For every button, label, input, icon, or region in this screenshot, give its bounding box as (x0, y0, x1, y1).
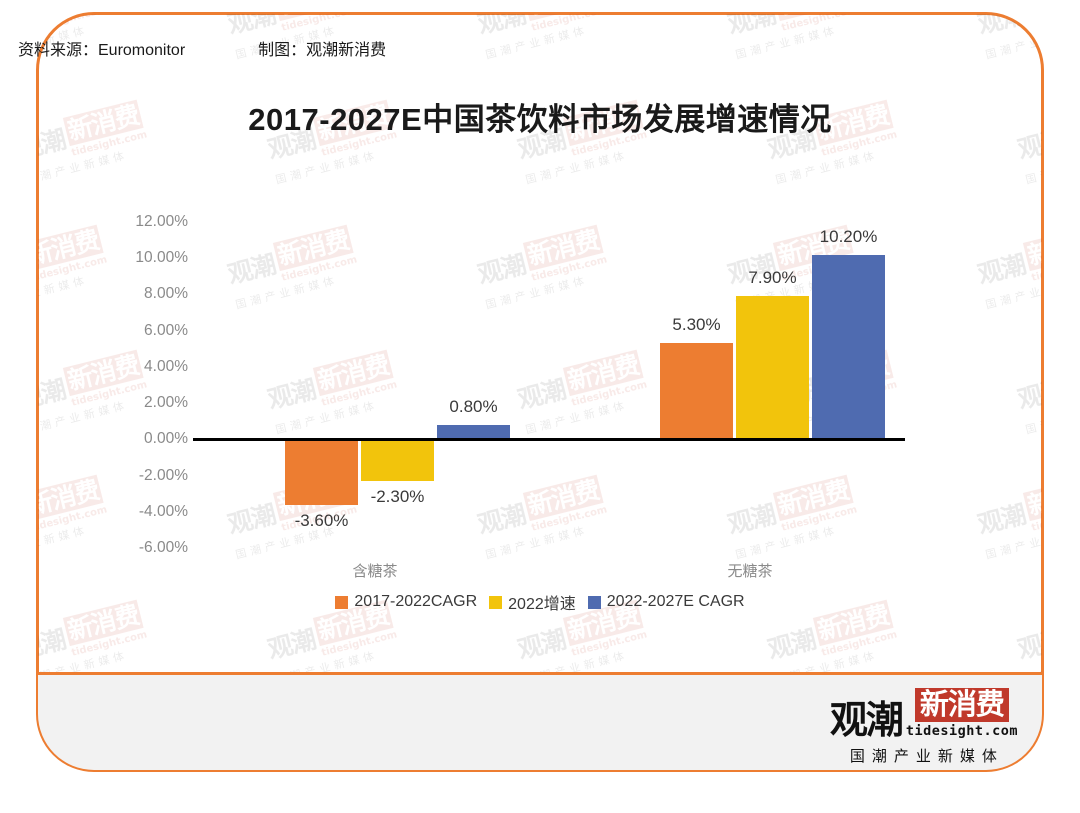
footer-divider (38, 672, 1042, 675)
logo-brand-dark: 观潮 (829, 698, 904, 742)
y-axis-tick-label: 2.00% (144, 394, 188, 412)
legend-label: 2022-2027E CAGR (606, 593, 745, 610)
category-label-1: 含糖茶 (352, 563, 398, 580)
source-label: 资料来源：Euromonitor (18, 42, 186, 59)
logo-red-block: 新消费 tidesight.com (906, 688, 1018, 739)
footer-bar (38, 675, 1042, 770)
category-label-2: 无糖茶 (727, 563, 773, 580)
y-axis-tick-label: 6.00% (144, 321, 188, 339)
logo-domain: tidesight.com (905, 723, 1018, 739)
credit-label: 制图：观潮新消费 (258, 42, 387, 59)
logo-tagline: 国潮产业新媒体 (849, 747, 1004, 765)
y-axis-tick-label: 8.00% (144, 285, 188, 303)
legend-swatch-icon (587, 595, 601, 609)
bar-value-label: 10.20% (819, 226, 878, 246)
brand-logo: 观潮 新消费 tidesight.com 国潮产业新媒体 (830, 688, 1018, 766)
bar-2-1 (361, 439, 434, 481)
legend-swatch-icon (489, 595, 503, 609)
legend-item-1[interactable]: 2017-2022CAGR (335, 593, 477, 611)
footer-attribution: 资料来源：Euromonitor 制图：观潮新消费 (18, 36, 386, 60)
bar-3-1 (437, 424, 510, 440)
legend-label: 2022增速 (508, 596, 576, 613)
y-axis-tick-label: -2.00% (138, 466, 188, 484)
bar-value-label: 5.30% (672, 315, 721, 335)
legend-label: 2017-2022CAGR (354, 593, 478, 610)
y-axis-tick-label: 4.00% (144, 357, 188, 375)
logo-brand-red: 新消费 (919, 687, 1005, 721)
legend-swatch-icon (335, 595, 349, 609)
bar-value-label: 7.90% (748, 268, 797, 288)
bar-3-2 (812, 254, 885, 440)
bar-1-1 (285, 439, 358, 505)
bar-value-label: -2.30% (370, 486, 425, 506)
y-axis-tick-label: 10.00% (135, 249, 188, 267)
y-axis-tick-label: -6.00% (138, 539, 188, 556)
chart-legend: 2017-2022CAGR 2022增速 2022-2027E CAGR (0, 590, 1080, 614)
y-axis-labels: 12.00% 10.00% 8.00% 6.00% 4.00% 2.00% 0.00% -2.… (106, 213, 188, 556)
bar-value-label: 0.80% (449, 396, 498, 416)
y-axis-tick-label: -4.00% (138, 502, 188, 520)
zero-axis-line (193, 437, 905, 441)
y-axis-tick-label: 12.00% (135, 213, 188, 230)
bar-2-2 (736, 296, 809, 440)
legend-item-2[interactable]: 2022增速 (489, 590, 576, 614)
chart-title: 2017-2027E中国茶饮料市场发展增速情况 (248, 102, 832, 137)
bar-1-2 (660, 343, 733, 440)
logo-red-box: 新消费 (914, 687, 1009, 722)
bar-value-label: -3.60% (294, 510, 349, 530)
plot-area: -3.60% 5.30% -2.30% 7.90% 0.80% 10.20% (193, 222, 905, 548)
legend-item-3[interactable]: 2022-2027E CAGR (587, 593, 745, 611)
logo-wordmark-row: 观潮 新消费 tidesight.com (830, 688, 1018, 739)
y-axis-tick-label: 0.00% (144, 430, 188, 448)
